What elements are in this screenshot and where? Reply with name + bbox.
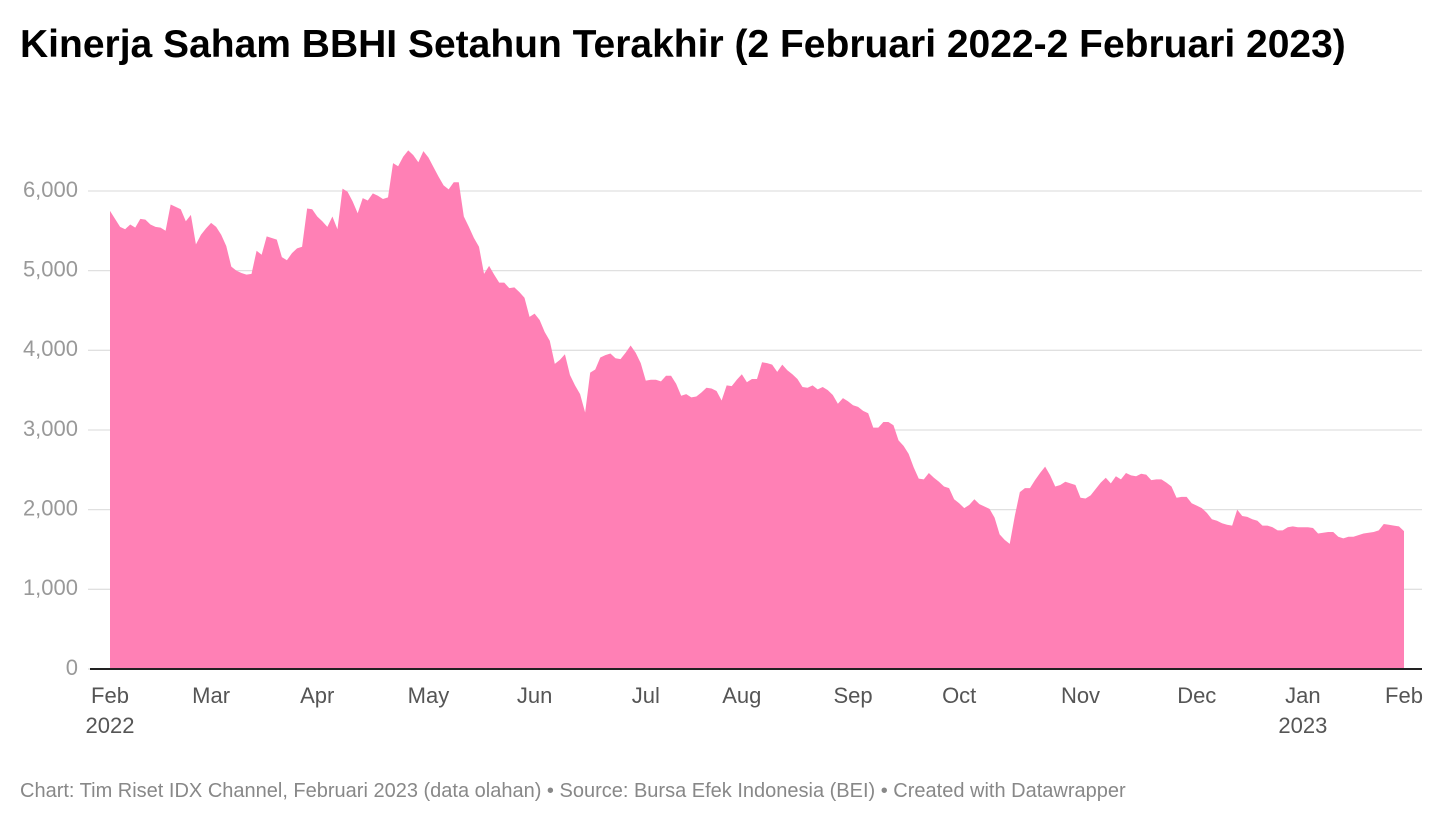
y-tick-label: 1,000 [23,575,78,600]
x-tick-label: 2022 [86,713,135,738]
y-tick-label: 4,000 [23,336,78,361]
x-tick-label: Dec [1177,683,1216,708]
area [110,150,1404,670]
x-tick-label: Jul [632,683,660,708]
x-tick-label: Feb [91,683,129,708]
x-tick-label: Mar [192,683,230,708]
x-tick-label: Jan [1285,683,1320,708]
y-tick-label: 5,000 [23,256,78,281]
chart-title: Kinerja Saham BBHI Setahun Terakhir (2 F… [20,23,1346,66]
x-tick-label: Feb [1385,683,1423,708]
y-tick-label: 3,000 [23,416,78,441]
x-tick-label: Jun [517,683,552,708]
x-tick-label: Nov [1061,683,1100,708]
x-tick-label: Apr [300,683,334,708]
x-tick-label: Oct [942,683,976,708]
x-tick-label: Aug [722,683,761,708]
x-tick-label: 2023 [1278,713,1327,738]
y-tick-label: 6,000 [23,177,78,202]
x-tick-label: May [408,683,450,708]
y-tick-label: 2,000 [23,495,78,520]
x-tick-label: Sep [833,683,872,708]
y-tick-label: 0 [66,655,78,680]
chart-source: Chart: Tim Riset IDX Channel, Februari 2… [20,780,1126,802]
